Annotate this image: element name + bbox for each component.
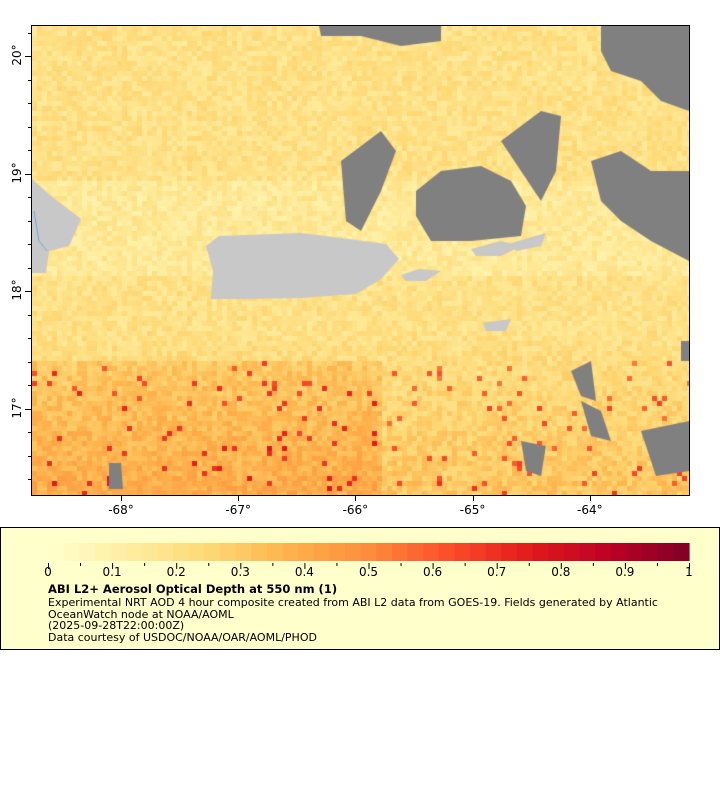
legend-title: ABI L2+ Aerosol Optical Depth at 550 nm … (48, 582, 338, 596)
colorbar-swatch (282, 543, 299, 561)
colorbar-swatch (548, 543, 565, 561)
colorbar-swatch (126, 543, 143, 561)
colorbar-label: 0.1 (102, 565, 122, 579)
lat-minor-tick (28, 79, 31, 81)
colorbar-swatch (63, 543, 80, 561)
lat-minor-tick (28, 103, 31, 104)
lat-minor-tick (28, 291, 31, 292)
colorbar-swatch (532, 543, 549, 561)
colorbar-swatch (188, 543, 205, 561)
lat-minor-tick (28, 56, 31, 57)
colorbar (48, 543, 690, 569)
lat-minor-tick (28, 479, 31, 480)
colorbar-label: 0.3 (230, 565, 250, 579)
lat-minor-tick (28, 197, 31, 198)
legend-credit: Data courtesy of USDOC/NOAA/OAR/AOML/PHO… (48, 630, 317, 644)
colorbar-swatch (642, 543, 659, 561)
legend-panel: 0 0.1 0.2 0.3 0.4 0.5 0.6 0.7 0.8 0.9 1 ABI L2+ Ae… (0, 527, 720, 650)
colorbar-swatch (563, 543, 581, 561)
colorbar-swatch (454, 543, 471, 561)
colorbar-label: 0.8 (551, 565, 571, 579)
legend-time: (2025-09-28T22:00:00Z) (48, 619, 185, 632)
lon-label: -68° (108, 503, 134, 517)
legend-description-cont: OceanWatch node at NOAA/AOML (48, 607, 234, 621)
colorbar-swatch (376, 543, 393, 561)
colorbar-label: 0.4 (294, 565, 314, 579)
lon-tick (121, 495, 122, 501)
colorbar-swatch (673, 543, 690, 561)
colorbar-swatch (48, 543, 65, 561)
lat-label: 19° (10, 161, 24, 184)
lat-label: 17° (10, 396, 24, 419)
colorbar-swatch (219, 543, 237, 561)
colorbar-swatch (501, 543, 518, 561)
map-plot[interactable] (31, 25, 690, 496)
colorbar-swatch (345, 543, 362, 561)
colorbar-swatch (610, 543, 628, 561)
colorbar-label: 0.7 (487, 565, 507, 579)
lat-minor-tick (28, 455, 31, 457)
colorbar-swatch (157, 543, 174, 561)
lat-minor-tick (28, 32, 31, 34)
lat-minor-tick (28, 173, 31, 175)
lon-label: -65° (459, 503, 486, 517)
colorbar-label: 0.6 (423, 565, 443, 579)
colorbar-swatch (423, 543, 440, 561)
lat-minor-tick (28, 338, 31, 339)
colorbar-label: 0 (44, 565, 52, 579)
lat-minor-tick (28, 220, 31, 222)
lon-tick (589, 495, 591, 501)
colorbar-swatch (360, 543, 377, 561)
lat-minor-tick (28, 361, 31, 363)
colorbar-swatch (595, 543, 612, 561)
colorbar-swatch (79, 543, 96, 561)
lon-label: -66° (342, 503, 369, 517)
lat-minor-tick (28, 150, 31, 151)
colorbar-swatch (313, 543, 331, 561)
colorbar-swatch (204, 543, 221, 561)
lat-label: 18° (10, 279, 24, 301)
colorbar-swatch (407, 543, 424, 561)
lat-minor-tick (28, 126, 31, 128)
lon-label: -64° (576, 503, 603, 517)
colorbar-swatch (438, 543, 456, 561)
colorbar-swatch (579, 543, 596, 561)
colorbar-label: 1 (685, 565, 693, 579)
colorbar-label: 0.9 (615, 565, 635, 579)
lat-minor-tick (28, 314, 31, 316)
colorbar-label: 0.5 (358, 565, 379, 579)
colorbar-swatch (329, 543, 346, 561)
lon-tick (238, 495, 240, 501)
aod-raster (32, 26, 689, 495)
colorbar-swatch (173, 543, 190, 561)
colorbar-swatch (657, 543, 674, 561)
colorbar-swatch (266, 543, 284, 561)
colorbar-swatch (626, 543, 643, 561)
colorbar-label: 0.2 (166, 565, 186, 579)
colorbar-swatch (110, 543, 127, 561)
lat-minor-tick (28, 432, 31, 433)
colorbar-swatch (141, 543, 159, 561)
colorbar-swatch (391, 543, 409, 561)
colorbar-swatch (298, 543, 315, 561)
colorbar-swatch (470, 543, 487, 561)
lon-tick (355, 495, 357, 501)
colorbar-swatch (235, 543, 252, 561)
lat-minor-tick (28, 267, 31, 269)
lat-minor-tick (28, 408, 31, 410)
legend-description: Experimental NRT AOD 4 hour composite cr… (48, 596, 658, 609)
lon-label: -67° (225, 503, 251, 517)
colorbar-swatch (485, 543, 502, 561)
lon-tick (472, 495, 474, 501)
lat-minor-tick (28, 385, 31, 386)
lat-minor-tick (28, 244, 31, 245)
colorbar-swatch (517, 543, 534, 561)
colorbar-swatch (94, 543, 112, 561)
lat-label: 20° (10, 44, 24, 66)
colorbar-swatch (251, 543, 268, 561)
